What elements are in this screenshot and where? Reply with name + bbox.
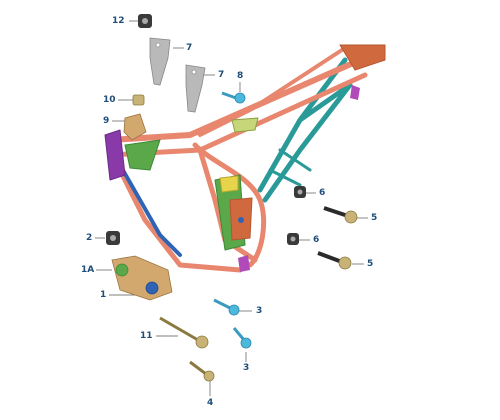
callout-5-upper: 5	[371, 213, 378, 223]
part-1-bushing	[145, 281, 159, 295]
part-2-nut	[106, 231, 120, 245]
frame-top-tube	[107, 57, 363, 143]
part-6-nut-upper	[294, 186, 306, 198]
part-5-bolt-lower	[317, 251, 352, 270]
frame-rear-end	[339, 44, 386, 71]
callout-2: 2	[86, 233, 93, 243]
frame-gusset-green	[124, 139, 161, 171]
callout-8: 8	[237, 71, 244, 81]
part-10-fitting	[132, 94, 145, 106]
callout-7-lower: 7	[218, 70, 225, 80]
callout-3-upper: 3	[256, 306, 263, 316]
callout-4: 4	[207, 398, 214, 408]
callout-10: 10	[103, 95, 116, 105]
frame-center-yellow	[219, 175, 239, 193]
callout-7-upper: 7	[186, 43, 193, 53]
part-8-bolt	[221, 91, 246, 104]
frame-purple-tab-rear	[350, 85, 360, 100]
frame-purple-tab-lower	[238, 255, 250, 272]
part-12-nut	[138, 14, 152, 28]
callout-5-lower: 5	[367, 259, 374, 269]
motorcycle-frame	[104, 44, 386, 273]
frame-upper-rail	[198, 46, 347, 137]
part-3-bolt-upper	[213, 298, 240, 316]
frame-cradle-loop	[192, 142, 267, 268]
part-9-bracket	[123, 113, 147, 141]
frame-teal-rails	[257, 57, 353, 203]
part-7-bracket-lower	[185, 64, 206, 113]
callout-1: 1	[100, 290, 107, 300]
callout-12: 12	[112, 16, 125, 26]
part-6-nut-lower	[287, 233, 299, 245]
frame-down-tube-left	[112, 157, 243, 273]
frame-green-tab	[231, 117, 259, 133]
part-7-bracket-upper	[149, 37, 171, 86]
part-5-bolt-upper	[323, 206, 358, 224]
part-4-bolt	[189, 360, 215, 382]
frame-teal-crossmembers	[268, 148, 312, 187]
callout-9: 9	[103, 116, 110, 126]
pivot-hole	[238, 217, 244, 223]
part-1a-bushing	[115, 263, 129, 277]
callout-3-lower: 3	[243, 363, 250, 373]
callout-6-upper: 6	[319, 188, 326, 198]
frame-down-tube-right	[197, 147, 258, 263]
callout-6-lower: 6	[313, 235, 320, 245]
part-1-engine-mount	[111, 255, 173, 301]
frame-blue-tube	[118, 163, 182, 257]
part-3-bolt-lower	[232, 327, 252, 349]
frame-headstock	[104, 129, 126, 181]
part-11-long-bolt	[159, 316, 209, 349]
callout-1a: 1A	[81, 265, 95, 275]
callout-11: 11	[140, 331, 153, 341]
